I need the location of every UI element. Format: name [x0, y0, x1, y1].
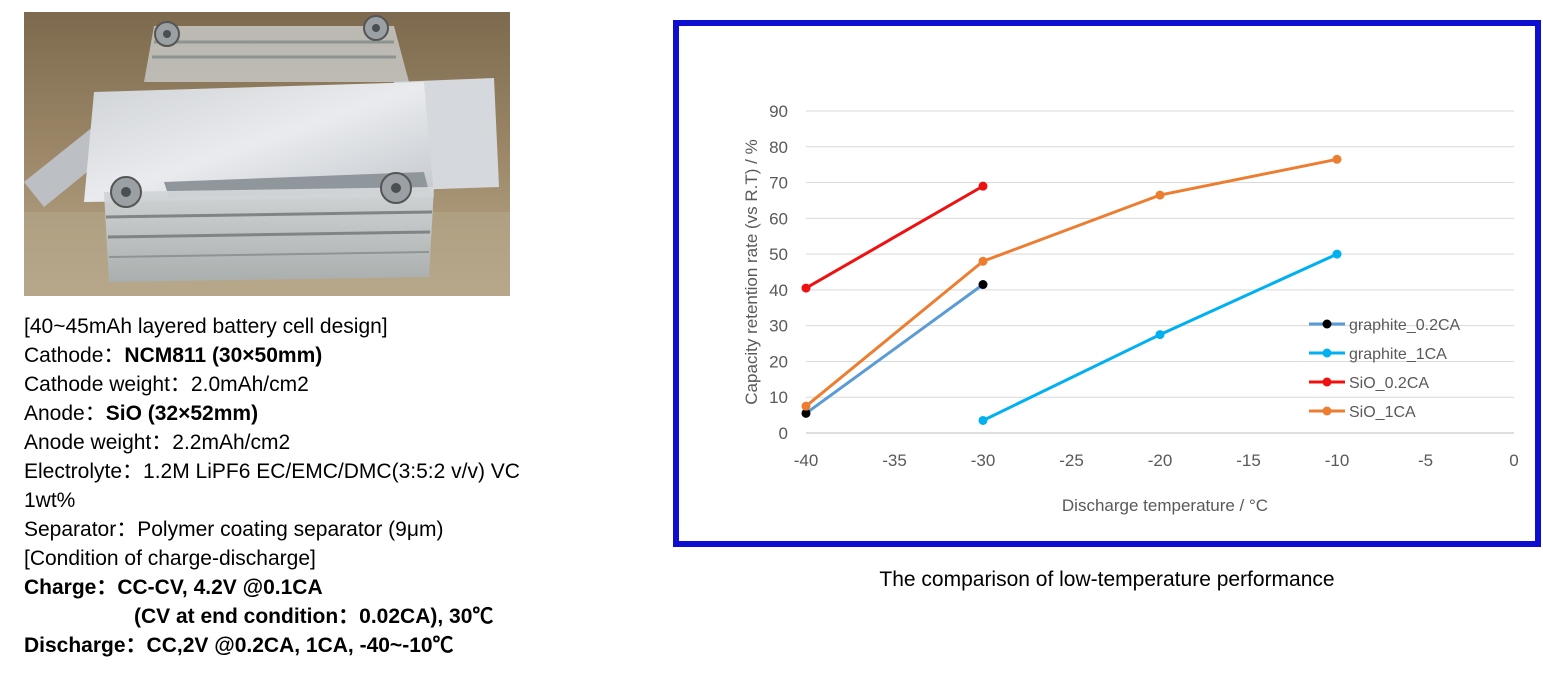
spec-anode-weight: Anode weight：2.2mAh/cm2 — [24, 431, 291, 454]
cell-specification: [40~45mAh layered battery cell design] C… — [24, 312, 624, 660]
x-tick-label: -25 — [1059, 451, 1084, 470]
series-line-SiO_0.2CA — [805, 184, 984, 290]
line-chart: 0 10 20 30 40 50 60 70 80 90 -40 -35 -30 -25 -20 -15 -10… — [742, 102, 1519, 515]
legend-label: SiO_1CA — [1349, 404, 1416, 421]
cathode-label: Cathode： — [24, 344, 125, 367]
spec-anode: Anode：SiO (32×52mm) — [24, 399, 624, 428]
series-line-SiO_1CA — [805, 157, 1338, 408]
y-tick-label: 80 — [769, 138, 788, 157]
spec-separator: Separator：Polymer coating separator (9μm… — [24, 518, 444, 541]
data-point-graphite_1CA — [1332, 249, 1342, 259]
chart-frame: 0 10 20 30 40 50 60 70 80 90 -40 -35 -30 -25 -20 -15 -10… — [673, 20, 1541, 547]
x-tick-label: -5 — [1418, 451, 1433, 470]
legend-swatch-marker — [1322, 319, 1332, 329]
data-point-SiO_1CA — [1332, 154, 1342, 164]
chart-caption: The comparison of low-temperature perfor… — [879, 568, 1335, 591]
spec-charge-line2: (CV at end condition：0.02CA), 30℃ — [24, 602, 624, 631]
legend-swatch-marker — [1322, 377, 1332, 387]
spec-electrolyte-line2: 1wt% — [24, 489, 76, 512]
data-point-SiO_1CA — [978, 256, 988, 266]
spec-charge-line1: Charge：CC-CV, 4.2V @0.1CA — [24, 573, 624, 602]
y-tick-label: 50 — [769, 245, 788, 264]
x-tick-label: -20 — [1148, 451, 1173, 470]
spec-condition-title: [Condition of charge-discharge] — [24, 547, 316, 570]
legend-swatch-marker — [1322, 406, 1332, 416]
y-tick-label: 90 — [769, 102, 788, 121]
spec-title: [40~45mAh layered battery cell design] — [24, 315, 388, 338]
y-tick-label: 20 — [769, 352, 788, 371]
anode-value: SiO (32×52mm) — [105, 402, 259, 425]
data-point-SiO_0.2CA — [978, 181, 988, 191]
y-tick-label: 40 — [769, 281, 788, 300]
x-tick-label: -10 — [1325, 451, 1350, 470]
x-tick-label: -40 — [794, 451, 819, 470]
discharge-text: Discharge：CC,2V @0.2CA, 1CA, -40~-10℃ — [24, 634, 454, 657]
charge-cv-text: (CV at end condition：0.02CA), 30℃ — [134, 605, 494, 628]
spec-discharge: Discharge：CC,2V @0.2CA, 1CA, -40~-10℃ — [24, 631, 624, 660]
spec-cathode: Cathode：NCM811 (30×50mm) — [24, 341, 624, 370]
battery-cell-photo — [24, 12, 510, 296]
charge-text: Charge：CC-CV, 4.2V @0.1CA — [24, 576, 323, 599]
x-tick-label: -35 — [882, 451, 907, 470]
legend-swatch-marker — [1322, 348, 1332, 358]
legend-label: SiO_0.2CA — [1349, 375, 1429, 392]
data-point-SiO_0.2CA — [801, 283, 811, 293]
cathode-value: NCM811 (30×50mm) — [124, 344, 323, 367]
data-point-graphite_1CA — [1155, 330, 1165, 340]
y-tick-label: 60 — [769, 209, 788, 228]
y-tick-label: 70 — [769, 174, 788, 193]
series-line-graphite_0.2CA — [805, 283, 984, 415]
legend-label: graphite_1CA — [1349, 346, 1447, 363]
x-tick-label: -15 — [1236, 451, 1261, 470]
x-tick-label: 0 — [1509, 451, 1518, 470]
spec-electrolyte-line1: Electrolyte：1.2M LiPF6 EC/EMC/DMC(3:5:2 … — [24, 460, 520, 483]
legend-label: graphite_0.2CA — [1349, 317, 1461, 334]
y-tick-label: 10 — [769, 388, 788, 407]
x-tick-label: -30 — [971, 451, 996, 470]
data-point-SiO_1CA — [1155, 190, 1165, 200]
anode-label: Anode： — [24, 402, 106, 425]
data-point-graphite_1CA — [978, 415, 988, 425]
data-point-graphite_0.2CA — [978, 280, 988, 290]
y-axis-label: Capacity retention rate (vs R.T) / % — [742, 139, 761, 404]
data-point-SiO_1CA — [801, 401, 811, 411]
y-tick-label: 0 — [779, 424, 788, 443]
y-tick-label: 30 — [769, 317, 788, 336]
data-point-graphite_0.2CA — [801, 408, 811, 418]
spec-cathode-weight: Cathode weight：2.0mAh/cm2 — [24, 373, 309, 396]
x-axis-label: Discharge temperature / °C — [1062, 496, 1268, 515]
